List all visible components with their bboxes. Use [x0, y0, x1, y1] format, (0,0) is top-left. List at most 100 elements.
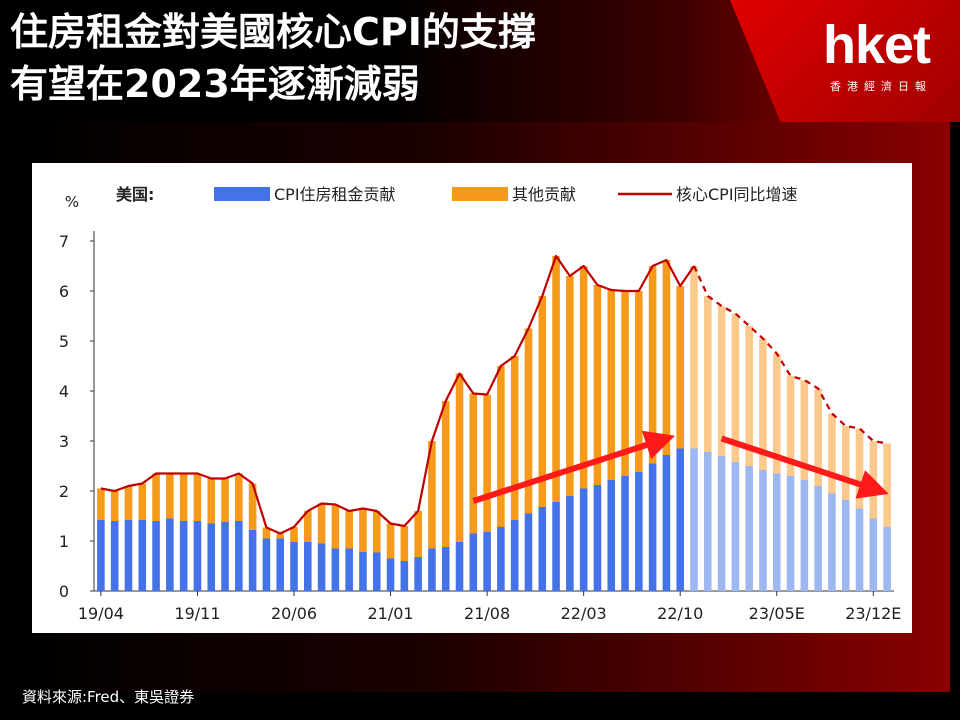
- y-tick-label: 4: [59, 382, 69, 401]
- other-bar: [524, 328, 533, 514]
- other-bar: [745, 326, 753, 466]
- other-bar: [345, 511, 353, 549]
- housing-bar: [772, 473, 781, 591]
- housing-bar: [635, 472, 643, 591]
- housing-bar: [690, 448, 698, 591]
- other-bar: [497, 366, 505, 527]
- other-bar: [386, 523, 395, 559]
- x-tick-label: 22/03: [561, 604, 607, 623]
- housing-bar: [207, 523, 216, 591]
- legend-swatch-other: [452, 187, 508, 201]
- y-tick-label: 7: [59, 232, 69, 251]
- source-note: 資料來源:Fred、東吳證券: [22, 688, 195, 706]
- other-bar: [179, 473, 188, 521]
- other-bar: [869, 441, 878, 519]
- other-bar: [841, 426, 850, 500]
- page-title: 住房租金對美國核心CPI的支撐 有望在2023年逐漸減弱: [10, 6, 536, 110]
- housing-bar: [455, 542, 464, 591]
- other-bar: [235, 473, 243, 521]
- other-bar: [138, 483, 147, 520]
- title-line-2: 有望在2023年逐漸減弱: [10, 62, 420, 106]
- housing-bar: [814, 486, 822, 591]
- other-bar: [635, 291, 643, 472]
- other-bar: [786, 376, 795, 476]
- other-bar: [359, 508, 367, 552]
- other-bar: [662, 260, 671, 455]
- legend-swatch-housing: [214, 187, 270, 201]
- housing-bar: [359, 552, 367, 591]
- housing-bar: [731, 462, 740, 591]
- other-bar: [510, 356, 519, 520]
- other-bar: [400, 526, 409, 561]
- housing-bar: [828, 493, 836, 591]
- housing-bar: [510, 520, 519, 591]
- housing-bar: [179, 521, 188, 591]
- x-tick-label: 23/05E: [749, 604, 805, 623]
- brand-subtitle: 香港經濟日報: [830, 80, 932, 93]
- housing-bar: [372, 552, 381, 591]
- housing-bar: [235, 521, 243, 591]
- other-bar: [331, 504, 340, 549]
- housing-bar: [855, 508, 864, 591]
- y-tick-label: 1: [59, 532, 69, 551]
- housing-bar: [331, 548, 340, 591]
- core-cpi-line: [100, 254, 695, 535]
- other-bar: [441, 401, 450, 547]
- other-bar: [110, 491, 119, 521]
- x-tick-label: 19/04: [78, 604, 124, 623]
- other-bar: [207, 478, 216, 524]
- housing-bar: [414, 557, 422, 591]
- housing-bar: [676, 448, 684, 591]
- housing-bar: [138, 520, 147, 591]
- housing-bar: [152, 521, 160, 591]
- other-bar: [166, 473, 174, 519]
- housing-bar: [524, 513, 533, 591]
- housing-bar: [290, 542, 298, 591]
- housing-bar: [759, 470, 767, 591]
- other-bar: [566, 276, 574, 496]
- housing-bar: [400, 561, 409, 591]
- x-tick-label: 22/10: [657, 604, 703, 623]
- other-bar: [828, 413, 836, 494]
- y-tick-label: 5: [59, 332, 69, 351]
- other-bar: [317, 503, 326, 544]
- other-bar: [221, 478, 229, 522]
- other-bar: [772, 353, 781, 474]
- housing-bar: [262, 538, 271, 591]
- housing-bar: [566, 496, 574, 591]
- other-bar: [248, 483, 257, 530]
- other-bar: [552, 256, 560, 502]
- y-tick-label: 0: [59, 582, 69, 601]
- housing-bar: [579, 488, 588, 591]
- housing-bar: [704, 452, 712, 591]
- housing-bar: [745, 466, 753, 591]
- other-bar: [676, 286, 684, 449]
- housing-bar: [441, 547, 450, 591]
- other-bar: [759, 338, 767, 470]
- other-bar: [290, 527, 298, 542]
- y-unit-label: %: [65, 193, 79, 211]
- x-tick-label: 23/12E: [845, 604, 901, 623]
- x-tick-label: 21/08: [464, 604, 510, 623]
- housing-bar: [621, 476, 629, 591]
- other-bar: [690, 266, 698, 449]
- legend-region-label: 美国:: [116, 185, 154, 204]
- other-bar: [414, 511, 422, 557]
- other-bar: [428, 441, 436, 549]
- housing-bar: [593, 485, 602, 591]
- other-bar: [469, 393, 478, 534]
- housing-bar: [317, 543, 326, 591]
- housing-bar: [607, 480, 616, 591]
- housing-bar: [166, 518, 174, 591]
- other-bar: [731, 313, 740, 462]
- housing-bar: [110, 521, 119, 591]
- other-bar: [800, 380, 809, 480]
- other-bar: [855, 428, 864, 509]
- x-tick-label: 20/06: [271, 604, 317, 623]
- other-bar: [717, 306, 726, 456]
- core-cpi-forecast-line: [693, 265, 888, 445]
- other-bar: [814, 388, 822, 486]
- other-bar: [593, 285, 602, 485]
- housing-bar: [221, 522, 229, 591]
- other-bar: [193, 473, 202, 521]
